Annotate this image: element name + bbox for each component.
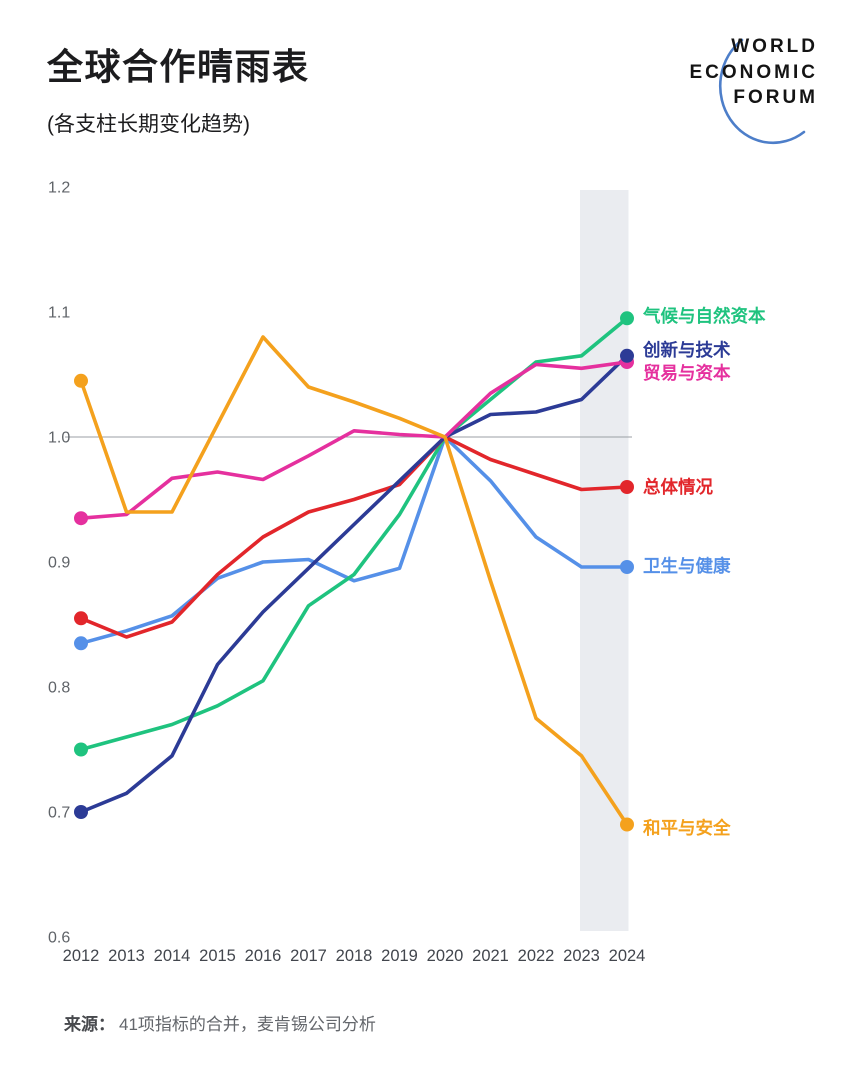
series-endpoint-climate: [74, 742, 88, 757]
x-tick-label: 2012: [63, 947, 100, 965]
series-endpoint-overall: [620, 480, 634, 494]
legend-label-health: 卫生与健康: [643, 556, 731, 576]
x-tick-label: 2016: [245, 947, 282, 965]
source-text: 41项指标的合并，麦肯锡公司分析: [119, 1015, 376, 1034]
series-line-innovation: [79, 353, 629, 814]
series-line-overall: [79, 435, 629, 639]
wef-logo: WORLD ECONOMIC FORUM: [640, 34, 818, 154]
series-endpoint-innovation: [620, 348, 634, 363]
wef-logo-arc: [718, 38, 806, 145]
x-tick-label: 2014: [154, 947, 191, 965]
series-line-trade: [79, 360, 629, 521]
x-tick-label: 2021: [472, 947, 509, 965]
x-tick-label: 2023: [563, 947, 600, 965]
source-prefix: 来源：: [64, 1015, 115, 1034]
wef-logo-line-1: WORLD: [731, 36, 818, 57]
series-endpoint-climate: [620, 311, 634, 326]
legend-label-peace: 和平与安全: [643, 818, 731, 838]
wef-logo-line-3: FORUM: [733, 87, 818, 108]
x-tick-label: 2022: [518, 947, 555, 965]
series-endpoint-health: [74, 636, 88, 651]
series-endpoint-health: [620, 560, 634, 574]
y-tick-label: 1.1: [48, 305, 70, 322]
y-tick-label: 0.6: [48, 930, 70, 947]
series-endpoint-peace: [620, 817, 634, 832]
legend-label-overall: 总体情况: [643, 477, 713, 497]
series-endpoint-trade: [74, 511, 88, 526]
series-line-health: [79, 435, 629, 646]
y-tick-label: 0.8: [48, 680, 70, 697]
legend-label-climate: 气候与自然资本: [642, 306, 766, 326]
source-line: 来源： 41项指标的合并，麦肯锡公司分析: [64, 1010, 376, 1035]
x-tick-label: 2024: [609, 947, 646, 965]
series-line-climate: [79, 316, 629, 752]
x-tick-label: 2017: [290, 947, 327, 965]
x-tick-label: 2020: [427, 947, 464, 965]
series-endpoint-peace: [74, 373, 88, 388]
series-line-peace: [79, 335, 629, 827]
y-tick-label: 1.2: [48, 180, 70, 197]
highlight-band: [580, 190, 629, 931]
y-tick-label: 1.0: [48, 430, 70, 447]
legend-label-trade: 贸易与资本: [643, 363, 731, 383]
y-tick-label: 0.9: [48, 555, 70, 572]
page-subtitle: (各支柱长期变化趋势): [47, 113, 250, 136]
page-title: 全球合作晴雨表: [47, 46, 310, 87]
x-tick-label: 2015: [199, 947, 236, 965]
x-tick-label: 2013: [108, 947, 145, 965]
legend-label-innovation: 创新与技术: [642, 340, 731, 360]
y-tick-label: 0.7: [48, 805, 70, 822]
wef-logo-arc-path: [718, 38, 806, 145]
wef-logo-text: WORLD ECONOMIC FORUM: [640, 34, 818, 111]
x-tick-label: 2019: [381, 947, 418, 965]
x-tick-label: 2018: [336, 947, 373, 965]
series-endpoint-overall: [74, 611, 88, 626]
series-endpoint-innovation: [74, 805, 88, 819]
wef-logo-line-2: ECONOMIC: [689, 61, 818, 83]
